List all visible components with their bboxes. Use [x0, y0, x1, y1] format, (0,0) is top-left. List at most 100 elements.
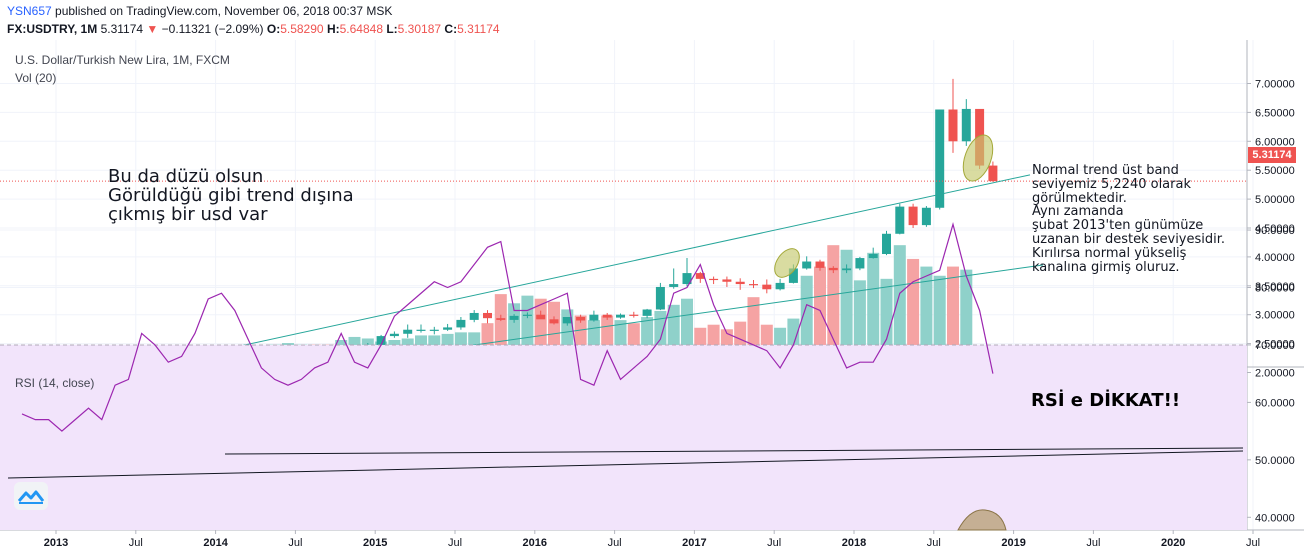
right-annotation-line: Normal trend üst band: [1032, 163, 1179, 178]
rsi-band: [0, 344, 1247, 530]
price-tick-label: 2.00000: [1255, 368, 1295, 380]
volume-bar: [814, 266, 826, 366]
candle-body: [589, 314, 599, 321]
right-annotation-line: seviyemiz 5,2240 olarak: [1032, 176, 1191, 192]
candle-body: [735, 281, 745, 285]
time-tick-label: Jul: [927, 537, 941, 549]
price-tick-label: 3.50000: [1255, 281, 1295, 293]
price-tick-label: 5.50000: [1255, 165, 1295, 177]
time-tick-label: Jul: [288, 537, 302, 549]
time-tick-label: 2019: [1001, 537, 1025, 549]
close-label: C:: [444, 22, 458, 36]
low-label: L:: [386, 22, 398, 36]
time-tick-label: Jul: [1086, 537, 1100, 549]
change-arrow-icon: ▼: [146, 22, 159, 36]
left-annotation-line: Bu da düzü olsun: [108, 166, 264, 187]
time-tick-label: Jul: [129, 537, 143, 549]
volume-bar: [907, 258, 920, 366]
candle-body: [948, 109, 958, 142]
highlight-ellipse: [774, 248, 800, 278]
price-tick-label: 3.00000: [1255, 310, 1295, 322]
right-annotation-line: görülmektedir.: [1032, 190, 1127, 206]
candle-body: [722, 279, 732, 282]
candle-body: [895, 206, 905, 234]
price-tick-label: 4.50000: [1255, 223, 1295, 235]
candle-body: [509, 315, 519, 320]
time-tick-label: 2014: [203, 537, 228, 549]
rsi-tick-label: 60.0000: [1255, 397, 1295, 409]
candle-body: [762, 284, 772, 290]
candle-body: [469, 312, 479, 320]
candle-body: [709, 278, 719, 281]
candle-body: [483, 312, 492, 319]
author-link[interactable]: YSN657: [7, 4, 52, 18]
candle-body: [562, 317, 572, 324]
publish-line: YSN657 published on TradingView.com, Nov…: [7, 2, 392, 20]
rsi-tick-label: 40.0000: [1255, 512, 1295, 524]
main-pane-title[interactable]: U.S. Dollar/Turkish New Lira, 1M, FXCM: [15, 53, 230, 67]
volume-bar: [840, 249, 853, 366]
right-annotation: Normal trend üst band seviyemiz 5,2240 o…: [1032, 164, 1225, 274]
time-tick-label: 2018: [842, 537, 866, 549]
right-annotation-line: Kırılırsa normal yükseliş: [1032, 245, 1187, 261]
candle-body: [655, 286, 665, 310]
rsi-tick-label: 50.0000: [1255, 455, 1295, 467]
candle-body: [988, 165, 998, 182]
candle-body: [842, 268, 852, 271]
candle-body: [921, 207, 931, 226]
close-value: 5.31174: [457, 22, 500, 36]
time-tick-label: Jul: [767, 537, 781, 549]
candle-body: [802, 261, 812, 269]
price-tick-label: 7.00000: [1255, 79, 1295, 91]
time-tick-label: Jul: [1246, 537, 1260, 549]
price-tick-label: 6.00000: [1255, 136, 1295, 148]
price-tick-label: 6.50000: [1255, 107, 1295, 119]
rsi-tick-label: 70.0000: [1255, 340, 1295, 352]
candle-body: [682, 273, 692, 285]
volume-bar: [947, 266, 959, 366]
candle-body: [629, 314, 639, 316]
candle-body: [416, 329, 426, 331]
volume-pane-title[interactable]: Vol (20): [15, 71, 57, 85]
rsi-tick-label: 80.0000: [1255, 283, 1295, 295]
ohlc-line: FX:USDTRY, 1M 5.31174 ▼ −0.11321 (−2.09%…: [7, 20, 500, 38]
volume-bar: [867, 252, 880, 366]
rsi-line: [21, 222, 994, 432]
rsi-pane-title[interactable]: RSI (14, close): [15, 376, 95, 390]
candle-body: [882, 233, 891, 255]
price-change: −0.11321 (−2.09%): [161, 22, 264, 36]
volume-bar: [960, 269, 973, 366]
candle-body: [642, 309, 652, 316]
candle-body: [376, 336, 386, 346]
chart-canvas[interactable]: 7.00000 6.50000 6.00000 5.50000 5.00000 4.500…: [0, 40, 1304, 559]
volume-bar: [920, 266, 933, 366]
candle-body: [961, 108, 971, 142]
rsi-warning-note: RSİ e DİKKAT!!: [1031, 390, 1181, 411]
candle-body: [522, 314, 532, 316]
right-annotation-line: şubat 2013'ten günümüze: [1032, 218, 1204, 234]
right-annotation-line: uzanan bir destek seviyesidir.: [1032, 231, 1226, 247]
candle-body: [855, 258, 865, 269]
time-tick-label: Jul: [448, 537, 462, 549]
symbol-label[interactable]: FX:USDTRY, 1M: [7, 22, 98, 36]
high-value: 5.64848: [339, 22, 383, 36]
candle-body: [576, 317, 586, 321]
time-tick-label: Jul: [608, 537, 622, 549]
candle-body: [868, 254, 878, 259]
current-price-tag: 5.31174: [1248, 147, 1296, 163]
candle-body: [935, 109, 945, 208]
rsi-tick-label: 90.0000: [1255, 225, 1295, 237]
tradingview-logo[interactable]: [14, 482, 48, 510]
candle-body: [429, 329, 439, 331]
candle-body: [536, 314, 546, 320]
candle-body: [403, 329, 413, 334]
price-tick-label: 2.50000: [1255, 339, 1295, 351]
rsi-trend-line: [7, 450, 1244, 479]
volume-bar: [508, 303, 521, 366]
candle-body: [443, 327, 453, 330]
publish-info: published on TradingView.com, November 0…: [51, 4, 393, 18]
left-annotation-line: Görüldüğü gibi trend dışına: [108, 185, 354, 206]
low-value: 5.30187: [397, 22, 442, 36]
candle-body: [815, 261, 825, 268]
candle-body: [616, 314, 625, 318]
